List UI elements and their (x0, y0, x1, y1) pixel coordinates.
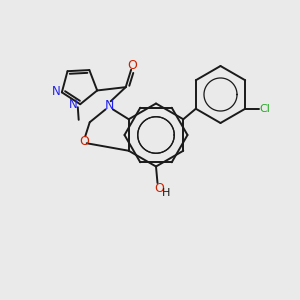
Text: N: N (69, 98, 78, 111)
Text: N: N (52, 85, 60, 98)
Text: O: O (128, 59, 138, 72)
Text: O: O (154, 182, 164, 195)
Text: H: H (162, 188, 170, 198)
Text: N: N (104, 99, 114, 112)
Text: Cl: Cl (259, 104, 270, 114)
Text: O: O (79, 135, 89, 148)
